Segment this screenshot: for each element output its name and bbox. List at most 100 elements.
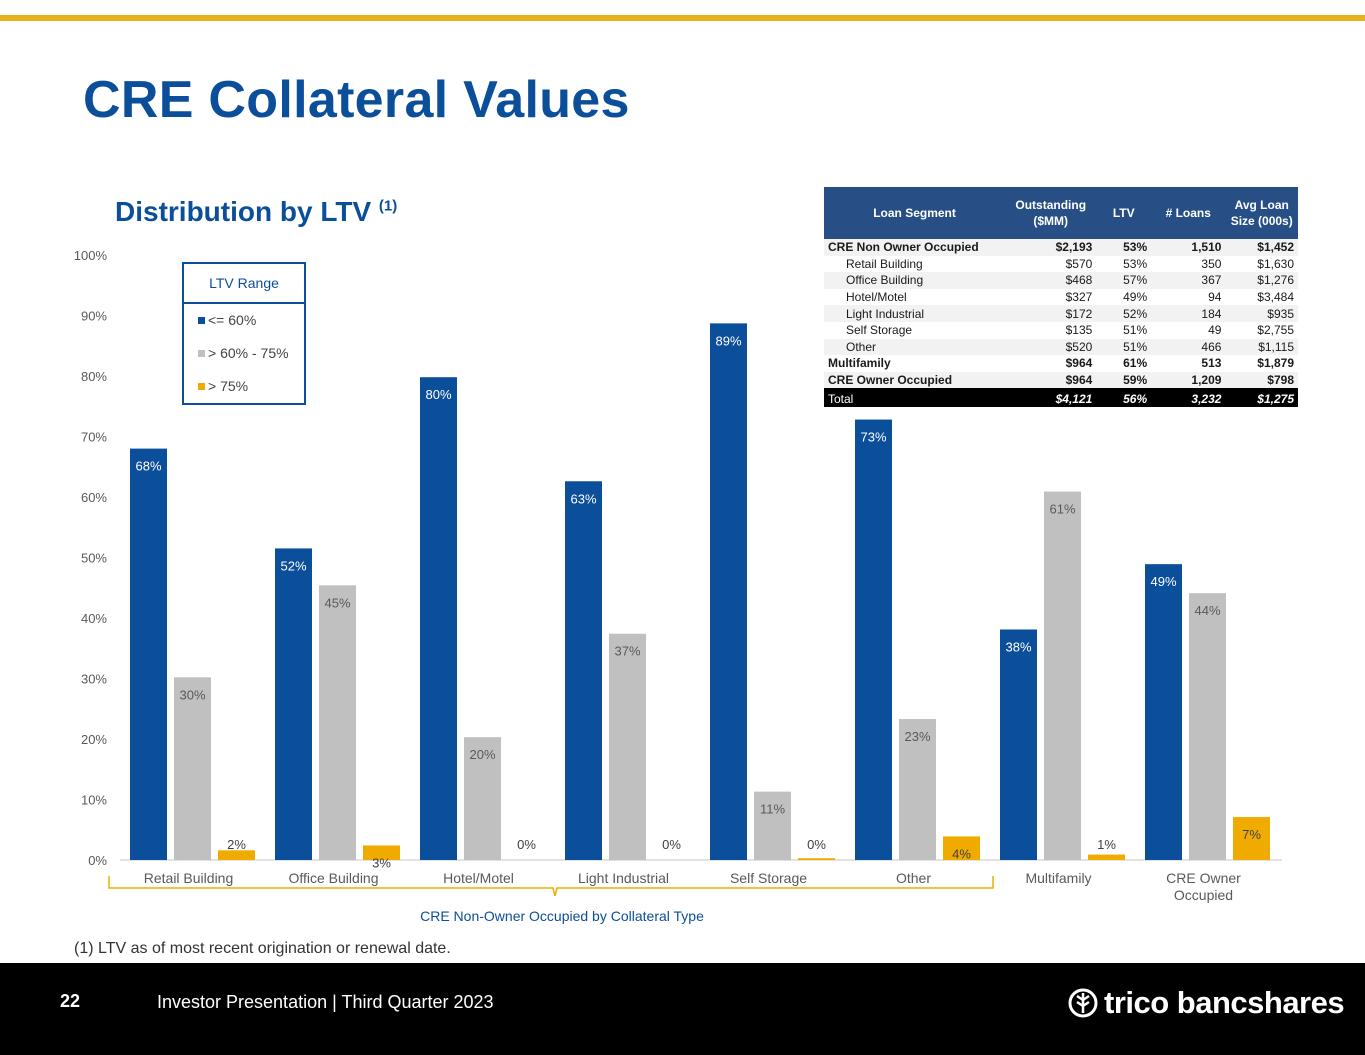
cell: 61% (1123, 356, 1148, 371)
header-loan-segment: Loan Segment (824, 187, 1006, 239)
cell: CRE Non Owner Occupied (824, 239, 1006, 256)
cell: 350 (1201, 256, 1222, 271)
cell: $520 (1005, 338, 1097, 356)
legend-item-gt-75: > 75% (184, 370, 304, 403)
y-tick-label: 70% (81, 430, 107, 445)
table-row: Self Storage $135 51% 49 $2,755 (824, 322, 1298, 339)
table-row: CRE Non Owner Occupied $2,193 53% 1,510 $1,4… (824, 239, 1298, 256)
y-tick-label: 100% (74, 248, 108, 263)
table-total-row: Total $4,121 56% 3,232 $1,275 (824, 389, 1298, 407)
top-accent-rule (0, 15, 1365, 21)
y-tick-label: 40% (81, 611, 107, 626)
bar-60-75 (1044, 491, 1081, 860)
data-label: 4% (952, 846, 971, 861)
cell: $1,630 (1257, 256, 1294, 271)
data-label: 30% (179, 687, 205, 702)
cell: CRE Owner Occupied (824, 371, 1006, 391)
data-label: 23% (904, 729, 930, 744)
cell: Total (824, 389, 1006, 407)
cell: $2,193 (1005, 239, 1097, 256)
table-row: Hotel/Motel $327 49% 94 $3,484 (824, 289, 1298, 306)
table-row: Multifamily $964 61% 513 $1,879 (824, 355, 1298, 372)
tree-logo-icon (1068, 988, 1098, 1018)
cell: 52% (1096, 305, 1152, 322)
x-category-label: Hotel/Motel (443, 870, 514, 886)
bar-gt-75 (943, 836, 980, 860)
bar-60-75 (754, 791, 791, 860)
cell: Light Industrial (824, 305, 1006, 322)
y-tick-label: 30% (81, 672, 107, 687)
header-outstanding: Outstanding ($MM) (1005, 187, 1097, 239)
header-loans: # Loans (1151, 187, 1226, 239)
data-label: 89% (715, 333, 741, 348)
x-category-label: Other (896, 870, 931, 886)
data-label: 80% (425, 387, 451, 402)
cell: 1,510 (1151, 239, 1226, 256)
cell: Retail Building (846, 256, 923, 271)
cell: 53% (1096, 239, 1152, 256)
cell: 49 (1208, 323, 1222, 338)
table-header-row: Loan Segment Outstanding ($MM) LTV # Loa… (824, 187, 1298, 239)
bar-60-75 (319, 585, 356, 860)
cell: $1,879 (1257, 356, 1294, 371)
ltv-bar-chart: 0% 10% 20% 30% 40% 50% 60% 70% 80% 90% 100% 68% 52% 8… (74, 248, 1282, 903)
bar-le-60 (855, 419, 892, 860)
cell: Other (824, 338, 1006, 356)
bar-le-60 (420, 377, 457, 860)
table-row: CRE Owner Occupied $964 59% 1,209 $798 (824, 371, 1298, 391)
legend-label: <= 60% (208, 312, 257, 328)
cell: 1,209 (1151, 371, 1226, 391)
cell: $798 (1225, 371, 1298, 391)
header-ltv: LTV (1096, 187, 1152, 239)
data-label: 37% (614, 644, 640, 659)
x-category-label: Occupied (1174, 887, 1233, 903)
page-number: 22 (60, 991, 81, 1011)
bar-le-60 (130, 448, 167, 860)
legend-label: > 75% (208, 378, 249, 394)
y-tick-label: 50% (81, 551, 107, 566)
data-label: 63% (570, 491, 596, 506)
bar-60-75 (609, 633, 646, 860)
footnote: (1) LTV as of most recent origination or… (74, 940, 451, 957)
cell: $964 (1065, 356, 1093, 371)
cell: $964 (1005, 371, 1097, 391)
data-label: 11% (760, 802, 785, 817)
legend-item-le-60: <= 60% (184, 304, 304, 337)
data-label: 0% (662, 837, 681, 852)
legend-swatch-blue (198, 317, 205, 324)
group-brace (108, 876, 994, 897)
table-row: Retail Building $570 53% 350 $1,630 (824, 256, 1298, 273)
data-label: 2% (227, 837, 246, 852)
legend-label: > 60% - 75% (208, 345, 289, 361)
chart-title: Distribution by LTV (1) (115, 196, 397, 228)
cell: 3,232 (1151, 389, 1226, 407)
legend-swatch-gray (198, 350, 205, 357)
cell: $327 (1065, 290, 1093, 305)
cell: 367 (1151, 272, 1226, 289)
cell: $4,121 (1005, 389, 1097, 407)
bar-le-60 (710, 323, 747, 860)
footer-bar: 22 Investor Presentation | Third Quarter… (0, 963, 1365, 1055)
bar-le-60 (1000, 629, 1037, 860)
cell: 56% (1096, 389, 1152, 407)
cell: $468 (1005, 272, 1097, 289)
cell: 49% (1123, 290, 1148, 305)
cell: 513 (1201, 356, 1222, 371)
bar-gt-75 (218, 850, 255, 860)
y-tick-label: 80% (81, 369, 107, 384)
table-row: Other $520 51% 466 $1,115 (824, 338, 1298, 356)
data-label: 49% (1150, 574, 1176, 589)
data-label: 1% (1097, 837, 1116, 852)
data-label: 0% (807, 837, 826, 852)
data-label: 73% (860, 430, 886, 445)
cell: $172 (1005, 305, 1097, 322)
y-tick-label: 0% (88, 853, 107, 868)
x-category-label: Multifamily (1025, 870, 1091, 886)
bar-le-60 (565, 481, 602, 860)
legend-swatch-gold (198, 383, 205, 390)
group-label: CRE Non-Owner Occupied by Collateral Typ… (420, 908, 704, 924)
page-title: CRE Collateral Values (83, 71, 630, 129)
table-row: Office Building $468 57% 367 $1,276 (824, 272, 1298, 289)
bar-le-60 (1145, 564, 1182, 860)
cell: $1,276 (1225, 272, 1298, 289)
